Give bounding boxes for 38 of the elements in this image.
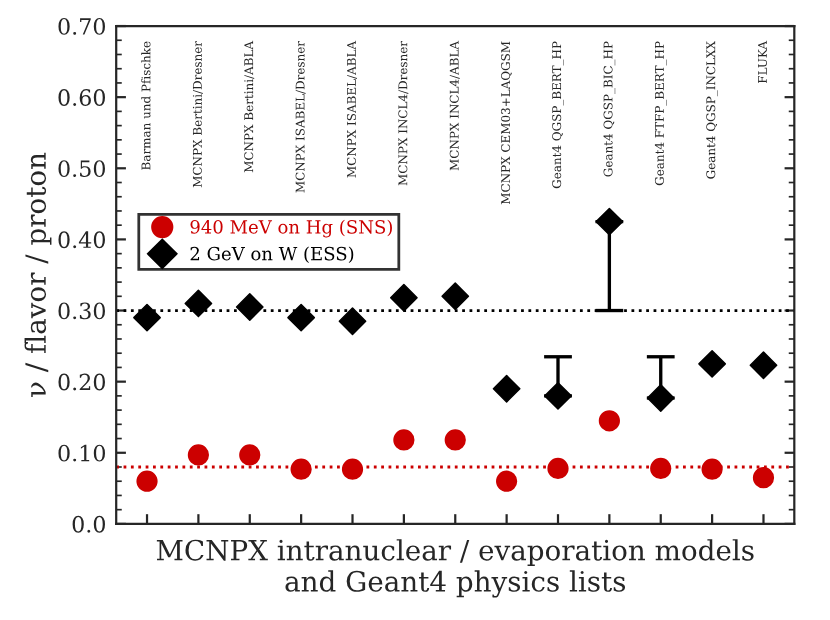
point [239,444,261,466]
y-tick-label: 0.70 [58,17,105,35]
point [235,293,264,321]
y-tick-label: 0.30 [58,302,105,320]
point [389,283,418,312]
point [444,429,466,451]
y-tick-label: 0.40 [58,231,105,249]
point [393,429,415,451]
point [752,467,775,489]
point [547,457,569,480]
point [595,207,624,236]
y-tick-label: 0.10 [58,444,105,462]
y-tick-label: 0.50 [58,160,105,178]
x-axis-title: MCNPX intranuclear / evaporation models and Geant4 physics lists [156,539,754,598]
point [136,470,158,492]
point [492,374,521,403]
point [187,444,210,466]
point [341,458,364,480]
point [650,457,672,480]
point [698,349,727,378]
point [701,458,723,480]
y-tick-label: 0.60 [58,89,105,106]
point [646,384,675,412]
point [598,410,620,432]
legend-label: 940 MeV on Hg (SNS) [190,219,392,238]
point [496,470,518,492]
point [338,307,367,336]
point [441,282,470,311]
y-tick-label: 0.0 [72,515,105,533]
point [184,289,213,318]
point [287,303,316,332]
legend-label: 2 GeV on W (ESS) [190,246,354,264]
y-axis-title: ν / flavor / proton [24,152,52,397]
point [133,303,161,332]
point [749,351,778,380]
point [290,458,312,480]
y-tick-label: 0.20 [58,373,105,391]
point [544,381,572,410]
